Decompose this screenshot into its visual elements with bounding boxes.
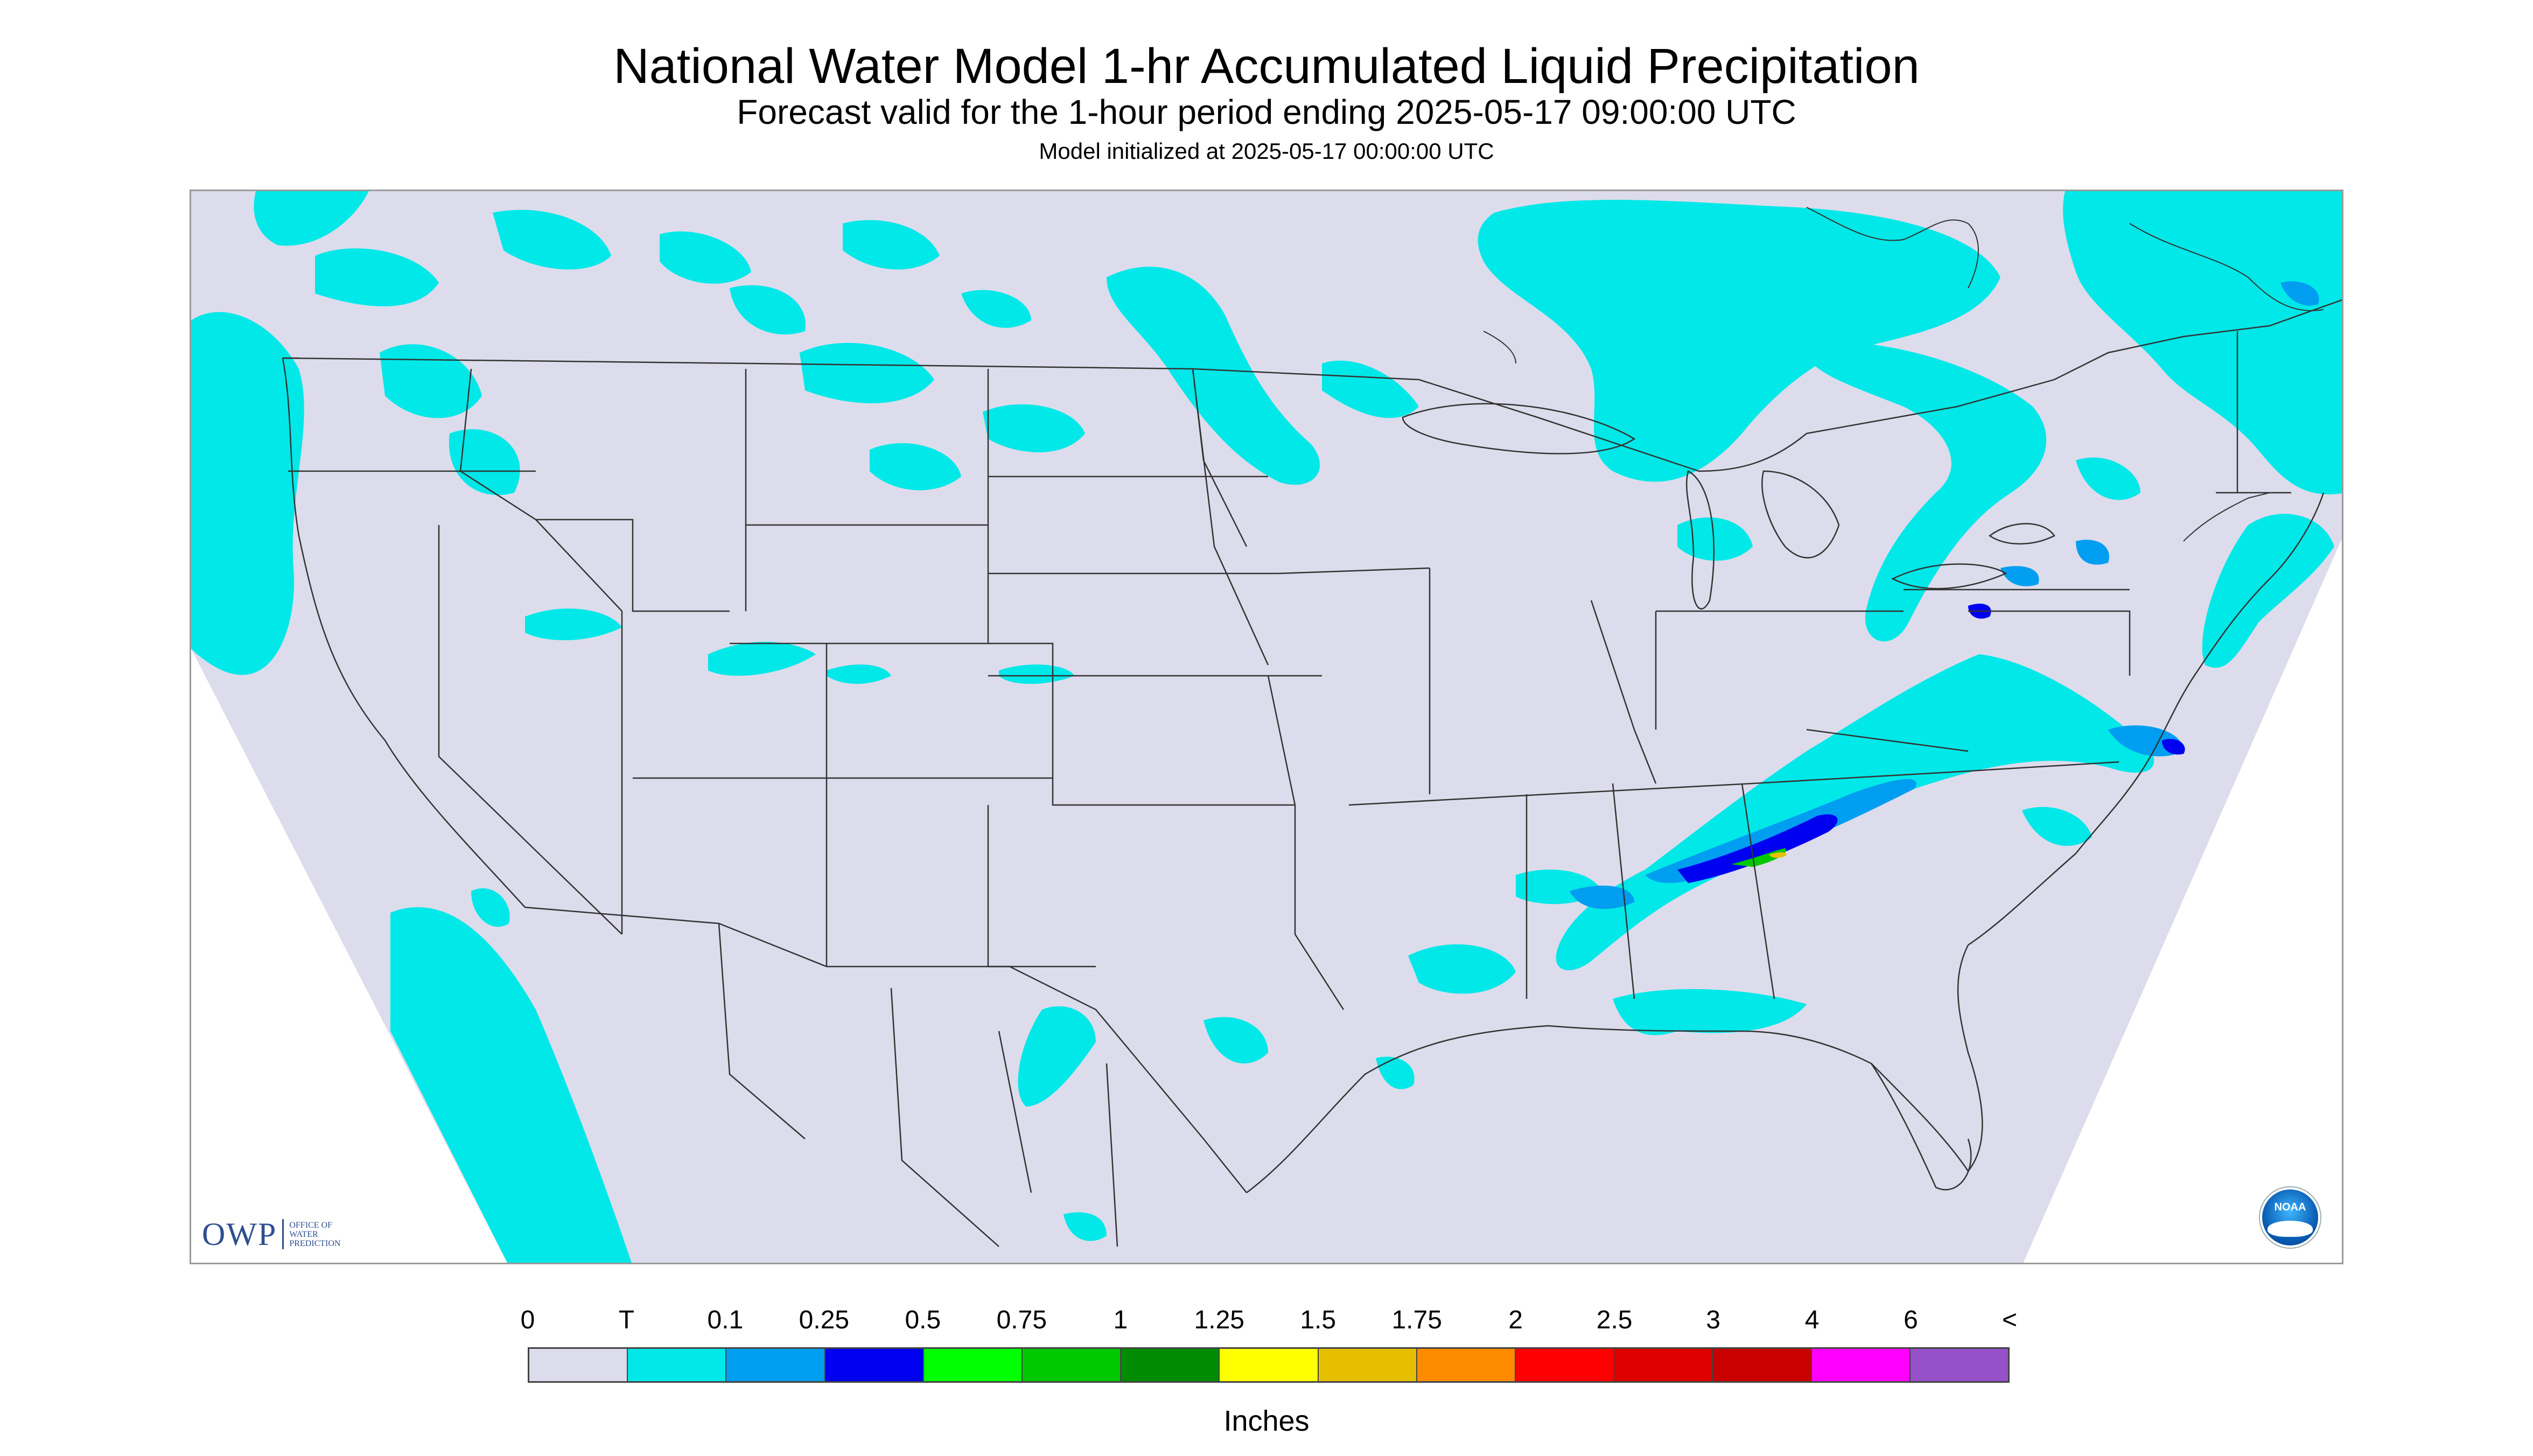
map-title: National Water Model 1-hr Accumulated Li… <box>613 39 1920 94</box>
legend-swatch <box>1318 1349 1417 1381</box>
legend-swatch <box>923 1349 1023 1381</box>
noaa-wave-shape <box>2268 1221 2313 1237</box>
legend-swatch <box>825 1349 924 1381</box>
precip-light <box>191 191 2342 1263</box>
legend-swatch <box>1121 1349 1220 1381</box>
legend-tick-label: 0 <box>520 1306 535 1334</box>
legend-colorbar <box>528 1347 2010 1383</box>
legend-tick-label: 6 <box>1904 1306 1918 1334</box>
precip-max <box>1769 852 1787 858</box>
legend-tick-label: T <box>618 1306 635 1334</box>
legend-swatch <box>628 1349 727 1381</box>
canada-coastline <box>1483 207 2324 542</box>
legend-tick-label: 0.75 <box>996 1306 1047 1334</box>
boundaries <box>282 299 2342 1247</box>
legend-tick-label: 1.5 <box>1300 1306 1337 1334</box>
noaa-logo-label: NOAA <box>2274 1201 2306 1213</box>
legend-tick-label: 2 <box>1508 1306 1523 1334</box>
legend-tick-label: 4 <box>1804 1306 1820 1334</box>
legend-tick-label: < <box>2002 1306 2018 1334</box>
legend-tick-label: 1 <box>1113 1306 1128 1334</box>
legend-swatch <box>1614 1349 1713 1381</box>
model-init-line: Model initialized at 2025-05-17 00:00:00… <box>1039 138 1494 164</box>
precipitation-map[interactable]: OWP OFFICE OF WATER PREDICTION NOAA <box>190 190 2343 1264</box>
legend-tick-label: 0.1 <box>707 1306 744 1334</box>
legend-swatch <box>1220 1349 1319 1381</box>
legend-tick-labels: 0 T 0.1 0.25 0.5 0.75 1 1.25 1.5 1.75 2 2.5 3 4 6 < <box>521 1303 2017 1338</box>
map-canvas <box>191 191 2342 1263</box>
legend-swatch <box>1417 1349 1516 1381</box>
precip-core <box>1731 848 1786 867</box>
legend-tick-label: 2.5 <box>1596 1306 1633 1334</box>
legend-swatch <box>726 1349 825 1381</box>
noaa-logo-icon: NOAA <box>2260 1187 2320 1248</box>
legend-tick-label: 0.5 <box>905 1306 941 1334</box>
legend-swatch <box>1811 1349 1911 1381</box>
owp-logo-mark: OWP <box>202 1216 277 1252</box>
owp-logo-divider <box>282 1219 284 1249</box>
legend-swatch <box>1910 1349 2009 1381</box>
forecast-valid-subtitle: Forecast valid for the 1-hour period end… <box>737 93 1796 131</box>
legend-tick-label: 3 <box>1706 1306 1720 1334</box>
owp-logo-text: OFFICE OF WATER PREDICTION <box>289 1220 341 1248</box>
precip-heavy <box>1677 604 2185 883</box>
legend-tick-label: 1.75 <box>1391 1306 1442 1334</box>
model-domain <box>191 191 2342 1263</box>
legend-swatch <box>1023 1349 1122 1381</box>
legend-swatch <box>529 1349 628 1381</box>
legend-tick-label: 1.25 <box>1194 1306 1244 1334</box>
legend-units: Inches <box>1223 1405 1310 1437</box>
owp-logo: OWP OFFICE OF WATER PREDICTION <box>202 1215 340 1253</box>
legend-swatch <box>1713 1349 1812 1381</box>
legend-tick-label: 0.25 <box>799 1306 850 1334</box>
legend-swatch <box>1516 1349 1615 1381</box>
